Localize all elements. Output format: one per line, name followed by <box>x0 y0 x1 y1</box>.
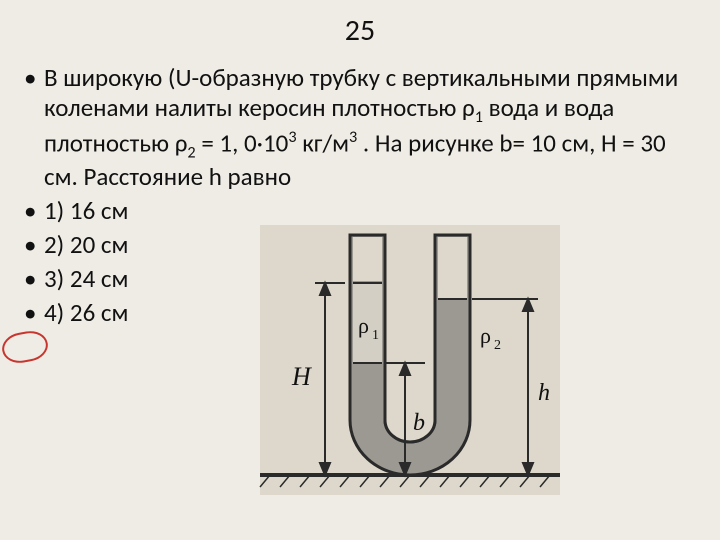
label-rho2: ρ <box>480 323 491 348</box>
u-tube-figure: H b h ρ 1 ρ 2 <box>230 225 590 505</box>
label-b: b <box>413 410 425 436</box>
problem-text: В широкую (U-образную трубку с вертикаль… <box>22 63 698 192</box>
label-h: h <box>538 380 550 406</box>
svg-text:1: 1 <box>372 328 379 343</box>
circle-annotation <box>0 328 50 366</box>
label-rho1: ρ <box>358 313 369 338</box>
option-1: 1) 16 см <box>22 196 698 226</box>
slide-title: 25 <box>22 12 698 49</box>
svg-text:2: 2 <box>494 338 501 353</box>
label-H: H <box>291 362 312 391</box>
